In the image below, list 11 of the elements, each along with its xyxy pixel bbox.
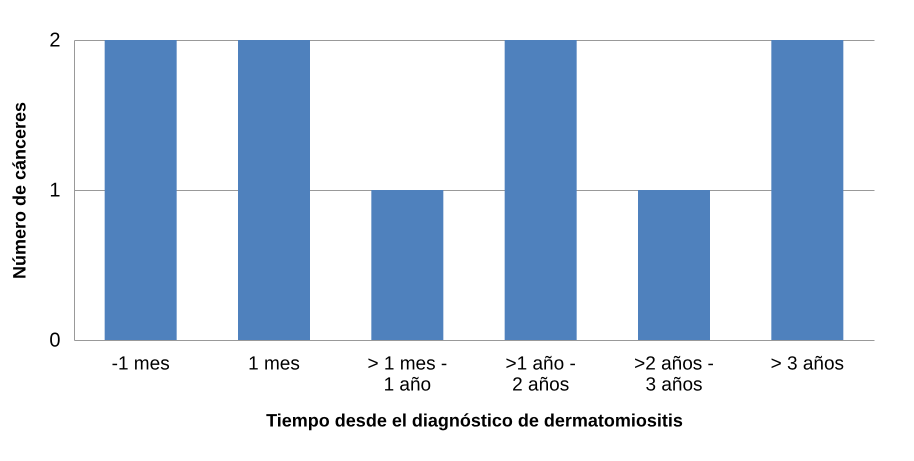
x-tick-label: >2 años - 3 años bbox=[634, 354, 714, 396]
y-axis-title: Número de cánceres bbox=[9, 102, 30, 280]
x-axis-title: Tiempo desde el diagnóstico de dermatomiositis bbox=[266, 410, 683, 430]
x-tick-label: > 3 años bbox=[770, 354, 844, 374]
y-tick-label: 2 bbox=[49, 30, 60, 52]
x-tick-label: >1 año - 2 años bbox=[506, 354, 576, 396]
x-tick-label: -1 mes bbox=[112, 354, 170, 374]
x-tick-label: 1 mes bbox=[248, 354, 300, 374]
y-tick-label: 1 bbox=[49, 180, 60, 202]
x-tick-label: > 1 mes - 1 año bbox=[367, 354, 448, 396]
y-tick-label: 0 bbox=[49, 330, 60, 352]
